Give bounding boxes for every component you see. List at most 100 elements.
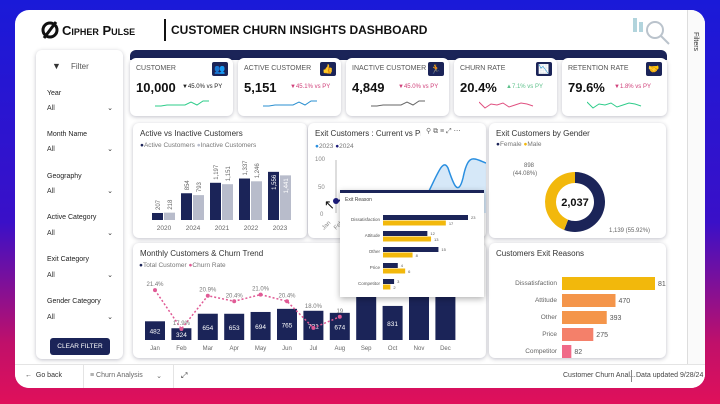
x-tick: Feb: [176, 346, 187, 352]
data-label: 1,337: [243, 160, 249, 176]
x-tick: Sep: [361, 346, 372, 352]
gender-category-dropdown[interactable]: All ⌄: [47, 314, 113, 321]
visual-header-icons[interactable]: ⚲ ⧉ ≡ ⤢ ⋯: [426, 128, 461, 135]
gender-card: Exit Customers by Gender ●Female ●Male 2…: [489, 123, 666, 238]
tooltip-category: Price: [370, 265, 381, 270]
filters-pane-toggle[interactable]: Filters: [687, 10, 705, 388]
chevron-down-icon: ⌄: [107, 105, 113, 112]
legend: ●2023 ●2024: [315, 143, 354, 150]
chart-title: Customers Exit Reasons: [496, 249, 585, 258]
bar-active: [152, 212, 163, 220]
year-dropdown[interactable]: All ⌄: [47, 105, 113, 112]
churn-label: 21.4%: [146, 282, 164, 288]
go-back-button[interactable]: ← Go back: [25, 372, 62, 379]
x-tick: Jun: [282, 346, 292, 352]
bar-total-customer: [197, 313, 218, 340]
tooltip-category: Attitude: [365, 233, 381, 238]
data-updated: Data updated 9/28/24: [636, 372, 704, 379]
kpi-card-inactive-customer: INACTIVE CUSTOMER 🏃 4,849 ▼45.0% vs PY: [346, 58, 449, 116]
active-category-label: Active Category: [47, 214, 97, 221]
tooltip-bar-current: [383, 215, 468, 220]
tooltip-bar-current: [383, 231, 428, 236]
header-divider: [164, 19, 166, 41]
legend-2023: 2023: [318, 143, 334, 150]
geography-dropdown[interactable]: All ⌄: [47, 188, 113, 195]
bar-total-customer: [356, 292, 377, 340]
analytics-illustration-icon: [625, 12, 675, 48]
kpi-value: 20.4%: [460, 80, 497, 95]
exit-reason-tooltip: Exit Reason Dissatisfaction 23 17 Attitude 1…: [340, 190, 484, 297]
y-tick: 50: [318, 185, 325, 191]
churn-point: [205, 293, 210, 298]
bar-total-customer: [409, 285, 429, 340]
kpi-card-retention-rate: RETENTION RATE 🤝 79.6% ▼1.8% vs PY: [562, 58, 667, 116]
slice-female: [564, 172, 605, 232]
clear-filter-button[interactable]: CLEAR FILTER: [50, 338, 110, 355]
chart-title: Active vs Inactive Customers: [140, 129, 243, 138]
kpi-value: 10,000: [136, 80, 176, 95]
data-label: 470: [619, 298, 631, 305]
tooltip-category: Competitor: [358, 281, 381, 286]
kpi-card-active-customer: ACTIVE CUSTOMER 👍 5,151 ▼45.1% vs PY: [238, 58, 341, 116]
kpi-label: INACTIVE CUSTOMER: [352, 65, 427, 72]
churn-point: [232, 299, 237, 304]
header-bar: [130, 50, 667, 60]
bar-label: 482: [150, 329, 161, 336]
kpi-value: 4,849: [352, 80, 385, 95]
category-label: Attitude: [535, 297, 557, 304]
filter-heading: Filter: [71, 62, 89, 71]
mouse-cursor-icon: ↖: [324, 197, 335, 212]
expand-icon[interactable]: ⤢: [181, 371, 188, 380]
active-category-dropdown[interactable]: All ⌄: [47, 230, 113, 237]
x-tick: 2022: [244, 225, 259, 232]
tooltip-bar-previous: [383, 236, 432, 242]
bar-inactive: [193, 195, 204, 220]
churn-point: [179, 327, 184, 331]
bar-label: 653: [229, 325, 240, 332]
bar-inactive: [222, 184, 233, 220]
exit-category-dropdown[interactable]: All ⌄: [47, 272, 113, 279]
legend: ●Active Customers ●Inactive Customers: [140, 142, 257, 149]
bar-active: [268, 171, 279, 220]
kpi-change: ▼45.0% vs PY: [182, 84, 223, 90]
bar-label: 831: [387, 321, 398, 328]
sparkline: [371, 100, 425, 107]
tooltip-value: 23: [471, 215, 476, 220]
chart-title: Exit Customers by Gender: [496, 129, 590, 138]
y-tick: 0: [320, 212, 324, 218]
bar: [562, 294, 616, 307]
kpi-label: CUSTOMER: [136, 65, 176, 72]
x-tick: Nov: [414, 346, 425, 352]
kpi-change: ▼45.0% vs PY: [398, 84, 439, 90]
exit-category-label: Exit Category: [47, 256, 90, 263]
tooltip-category: Dissatisfaction: [351, 217, 381, 222]
legend-total: Total Customer: [142, 262, 187, 269]
legend-female: Female: [499, 141, 522, 148]
chevron-down-icon: ⌄: [107, 314, 113, 321]
month-dropdown[interactable]: All ⌄: [47, 146, 113, 153]
page-selector[interactable]: ≡ Churn Analysis ⌄: [90, 372, 170, 380]
x-tick: 2023: [273, 225, 288, 232]
tooltip-bar-previous: [383, 220, 446, 226]
kpi-label: RETENTION RATE: [568, 65, 629, 72]
pages-icon: ≡: [90, 372, 95, 379]
x-tick: Jul: [310, 346, 318, 352]
report-name: Customer Churn Anal...: [563, 372, 636, 379]
month-label: Month Name: [47, 131, 88, 138]
cipher-pulse-logo-icon: [40, 20, 60, 40]
legend: ●Total Customer ●Churn Rate: [139, 262, 226, 269]
gender-category-label: Gender Category: [47, 298, 101, 305]
x-tick: 2020: [157, 225, 172, 232]
legend-2024: 2024: [339, 143, 354, 150]
geography-label: Geography: [47, 173, 82, 180]
legend-active: Active Customers: [143, 142, 195, 149]
category-label: Competitor: [525, 348, 558, 355]
kpi-label: ACTIVE CUSTOMER: [244, 65, 312, 72]
kpi-value: 5,151: [244, 80, 277, 95]
x-tick: Apr: [230, 346, 239, 352]
tooltip-bar-current: [383, 279, 395, 284]
bar-total-customer: [250, 311, 271, 340]
data-label: 1,151: [226, 166, 232, 182]
tooltip-title: Exit Reason: [345, 197, 372, 203]
churn-label: 21.0%: [252, 287, 270, 293]
